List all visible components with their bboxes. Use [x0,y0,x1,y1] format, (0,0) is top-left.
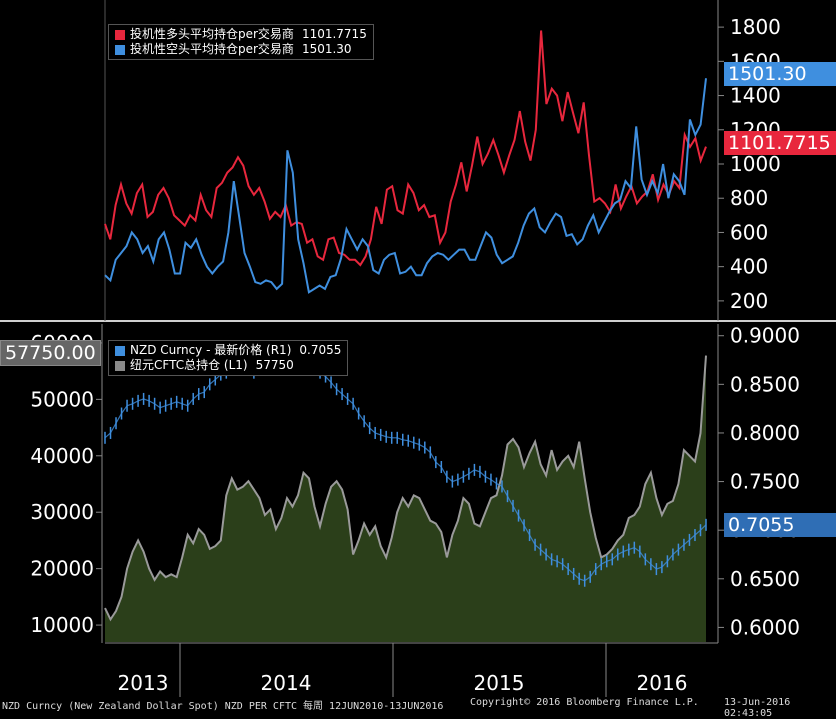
cftc-ytick-label: 40000 [30,444,94,468]
top-ytick-label: 800 [730,186,768,210]
bottom-legend: NZD Curncy - 最新价格 (R1) 0.7055 纽元CFTC总持仓 … [108,340,349,376]
year-label: 2016 [637,671,688,695]
nzd-ytick-label: 0.8500 [730,372,800,396]
nzd-ytick-label: 0.6500 [730,567,800,591]
nzd-ytick-label: 0.9000 [730,324,800,348]
footer: NZD Curncy (New Zealand Dollar Spot) NZD… [0,697,836,719]
cftc-axis-tag: 57750.00 [0,340,101,366]
year-label: 2014 [261,671,312,695]
legend-item-nzd: NZD Curncy - 最新价格 (R1) 0.7055 [115,343,341,358]
legend-swatch-short [115,44,125,55]
top-ytick-label: 200 [730,289,768,313]
nzd-ytick-label: 0.8000 [730,421,800,445]
legend-label-short: 投机性空头平均持仓per交易商 [130,42,294,56]
legend-value-nzd: 0.7055 [299,343,342,357]
legend-swatch-long [115,29,125,40]
top-legend: 投机性多头平均持仓per交易商 1101.7715 投机性空头平均持仓per交易… [108,24,374,60]
legend-value-cftc: 57750 [255,358,294,372]
year-label: 2015 [474,671,525,695]
legend-label-nzd: NZD Curncy - 最新价格 (R1) [130,343,292,357]
year-label: 2013 [118,671,169,695]
legend-item-cftc: 纽元CFTC总持仓 (L1) 57750 [115,358,341,373]
legend-swatch-nzd [115,345,125,356]
nzd-price-line [104,359,707,582]
legend-label-long: 投机性多头平均持仓per交易商 [130,27,294,41]
cftc-ytick-label: 50000 [30,387,94,411]
footer-source: NZD Curncy (New Zealand Dollar Spot) NZD… [2,701,444,712]
top-ytick-label: 1400 [730,84,781,108]
legend-value-short: 1501.30 [301,42,352,56]
cftc-ytick-label: 10000 [30,613,94,637]
legend-value-long: 1101.7715 [301,27,367,41]
footer-timestamp: 13-Jun-2016 02:43:05 [724,697,791,719]
cftc-ytick-label: 30000 [30,500,94,524]
nzd-ytick-label: 0.7500 [730,470,800,494]
short-position-line [104,78,707,294]
footer-copyright: Copyright© 2016 Bloomberg Finance L.P. [470,697,699,708]
cftc-line [104,355,707,622]
nzd-ytick-label: 0.6000 [730,615,800,639]
legend-item-short: 投机性空头平均持仓per交易商 1501.30 [115,42,367,57]
top-ytick-label: 600 [730,220,768,244]
cftc-ytick-label: 20000 [30,557,94,581]
long-position-line [104,30,707,267]
short-axis-tag: 1501.30 [724,62,836,86]
top-ytick-label: 1000 [730,152,781,176]
cftc-area [105,355,706,642]
legend-swatch-cftc [115,360,125,371]
long-axis-tag: 1101.7715 [724,131,836,155]
top-ytick-label: 400 [730,255,768,279]
nzd-axis-tag: 0.7055 [724,513,836,537]
top-ytick-label: 1800 [730,15,781,39]
legend-label-cftc: 纽元CFTC总持仓 (L1) [130,358,248,372]
legend-item-long: 投机性多头平均持仓per交易商 1101.7715 [115,27,367,42]
